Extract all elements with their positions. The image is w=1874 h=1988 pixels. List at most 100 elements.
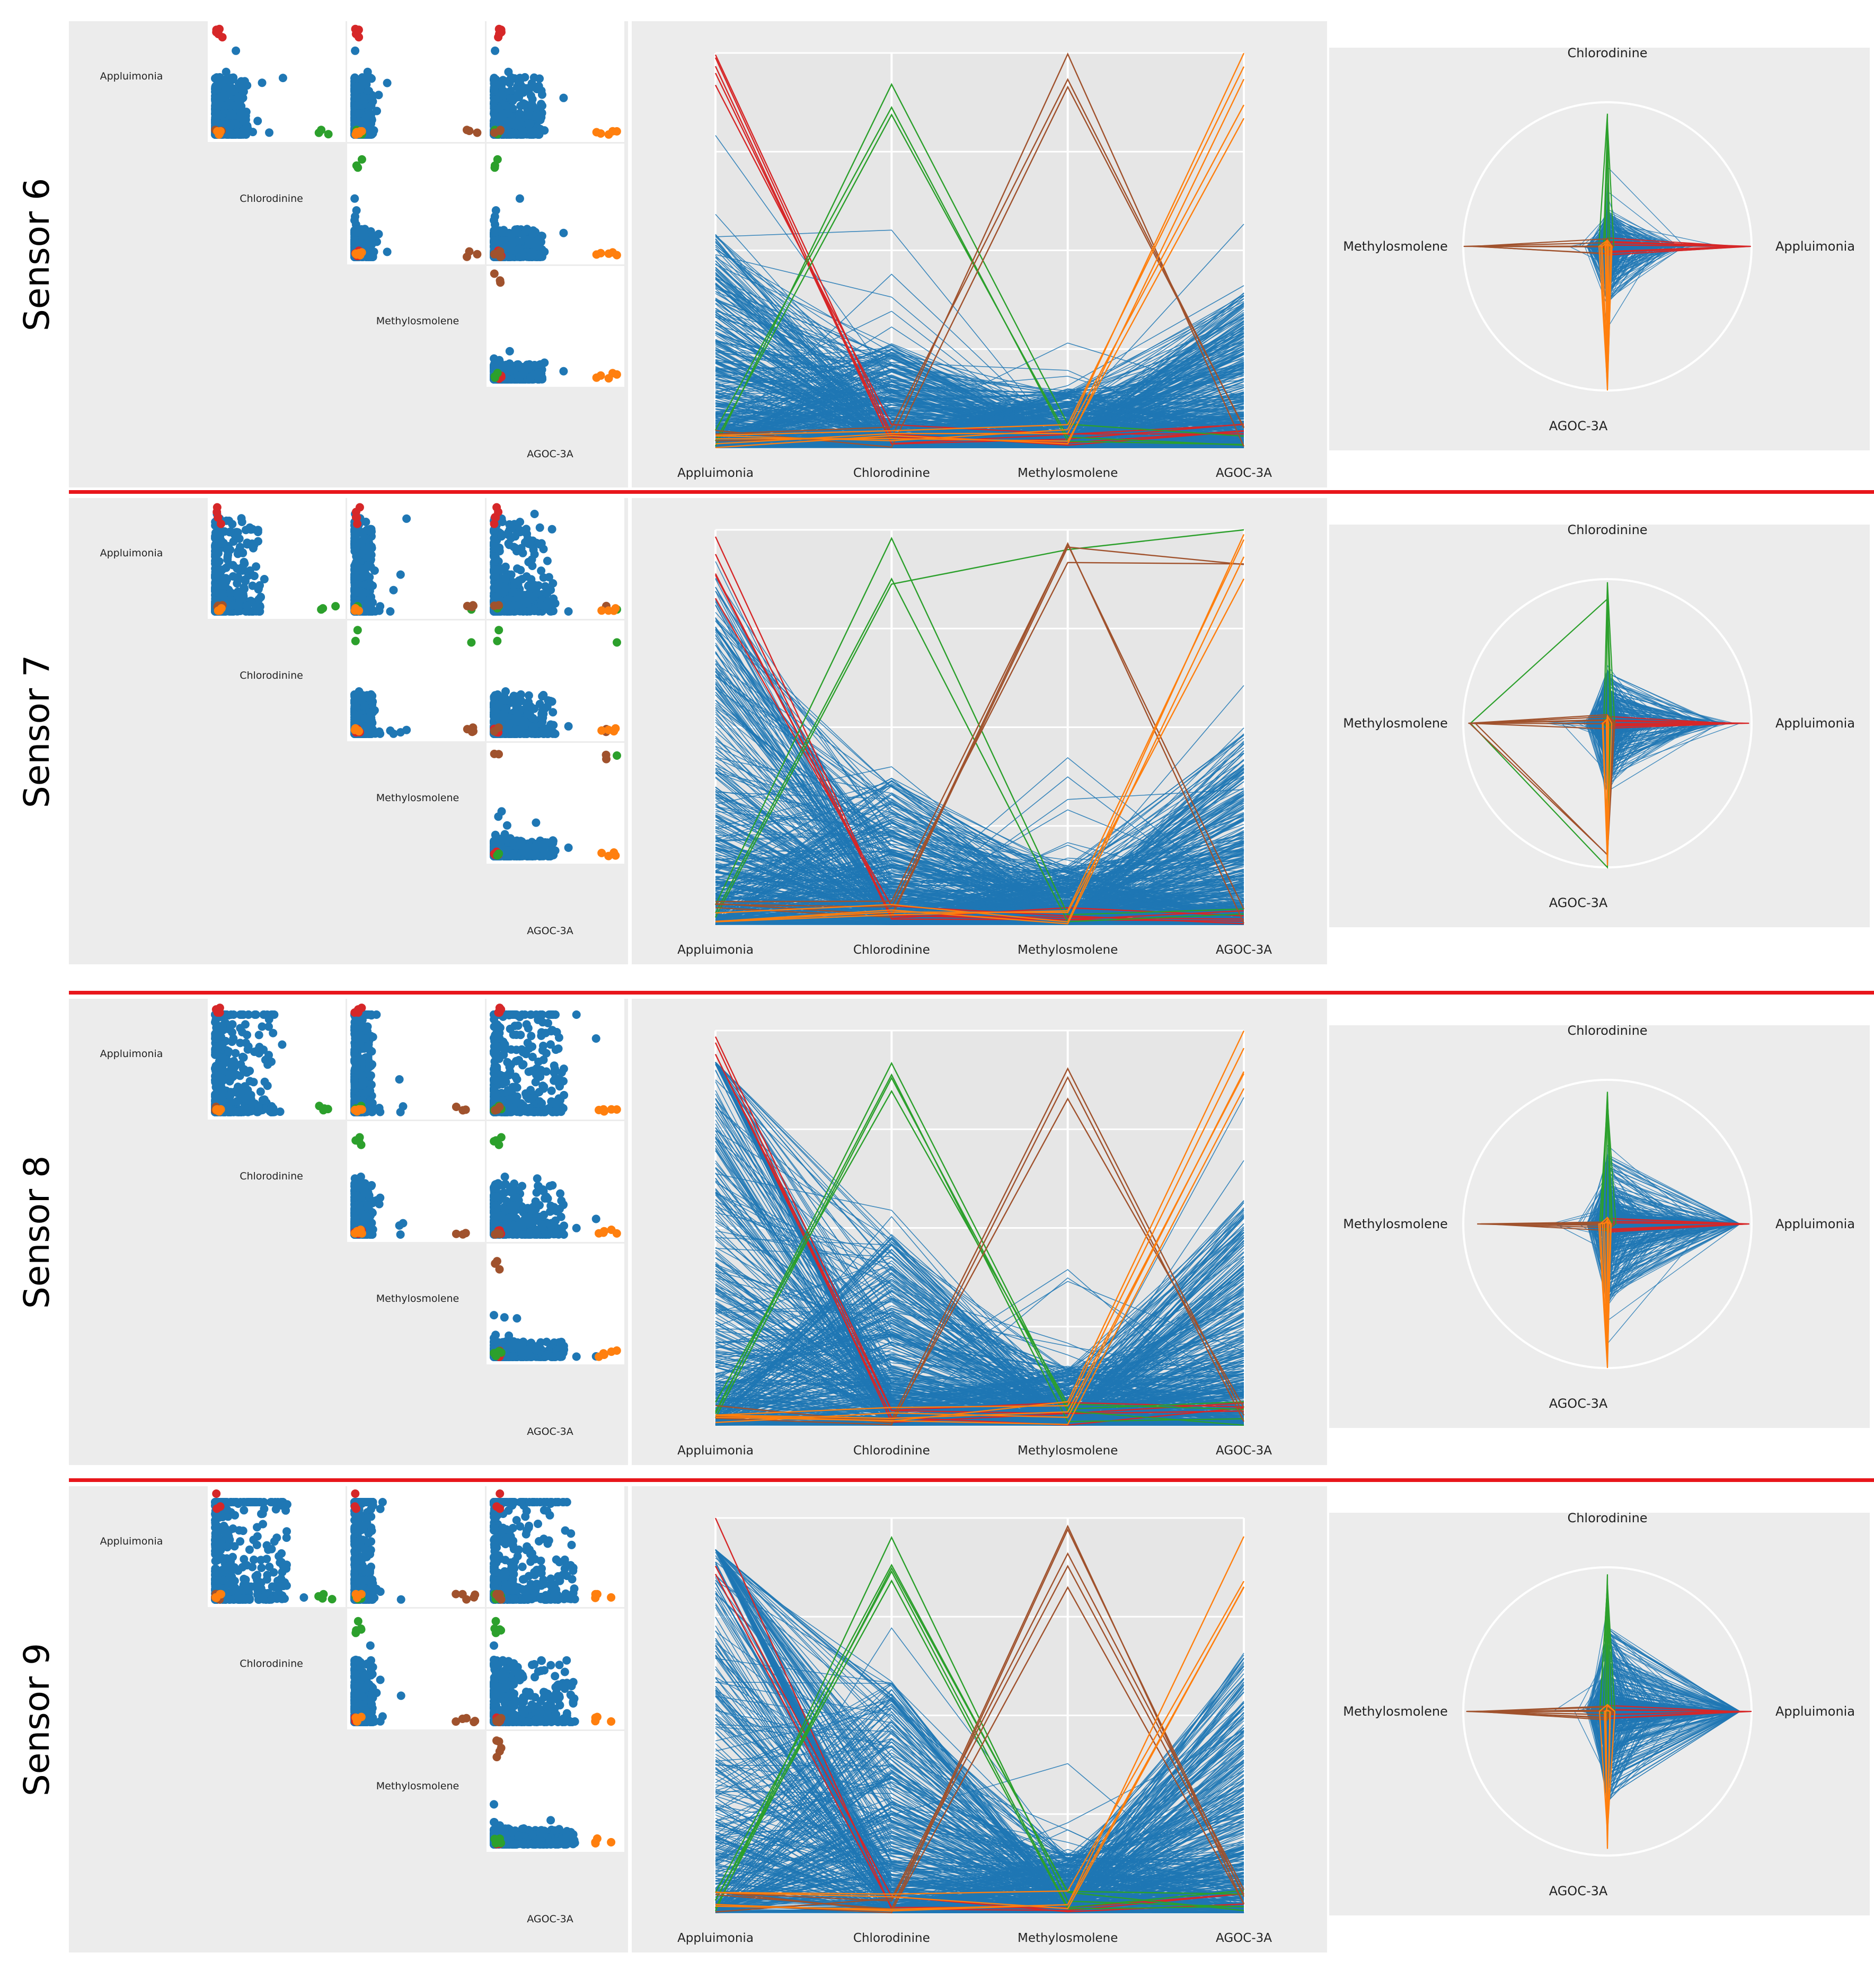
- pc-record-line: [715, 357, 1244, 447]
- pc-record-line: [714, 106, 1244, 446]
- scatter-point: [539, 545, 548, 554]
- scatter-point: [465, 247, 474, 256]
- scatter-point: [331, 602, 340, 611]
- scatter-point: [383, 78, 392, 87]
- pc-record-line: [714, 57, 1244, 445]
- scatter-point: [491, 513, 500, 522]
- scatter-point: [367, 101, 376, 110]
- scatter-point: [559, 93, 568, 102]
- scatter-point: [240, 117, 249, 126]
- scatter-point: [389, 585, 398, 594]
- scatter-point: [491, 543, 500, 552]
- scatter-point: [501, 101, 510, 110]
- pc-record-line: [715, 66, 1245, 436]
- scatter-point: [592, 128, 601, 137]
- scatter-point: [506, 86, 515, 95]
- scatter-point: [226, 111, 235, 120]
- scatter-point: [361, 73, 370, 82]
- scatter-point: [253, 117, 262, 126]
- scatter-diagonal-label: AGOC-3A: [527, 925, 573, 937]
- radar-axis-label: Appluimonia: [1775, 239, 1855, 254]
- scatter-point: [490, 373, 499, 382]
- sensor-row: Sensor 7 Appluimonia Chlorodinine Methylosm…: [0, 498, 1874, 964]
- scatter-cell: [347, 144, 485, 264]
- scatter-point: [508, 128, 516, 137]
- scatter-point: [353, 566, 362, 575]
- scatter-point: [505, 525, 514, 534]
- scatter-point: [520, 538, 529, 547]
- scatter-point: [354, 228, 363, 237]
- scatter-point: [211, 588, 220, 597]
- pc-record-line: [715, 428, 1244, 447]
- scatter-point: [490, 97, 499, 106]
- scatter-point: [222, 67, 231, 76]
- scatter-point: [490, 228, 499, 237]
- scatter-point: [539, 573, 548, 582]
- scatter-point: [356, 85, 365, 94]
- sensor-label-text: Sensor 6: [16, 178, 58, 331]
- scatter-point: [363, 543, 372, 552]
- pc-record-line: [714, 66, 1244, 445]
- scatter-point: [239, 87, 248, 96]
- scatter-point: [211, 118, 220, 126]
- scatter-cell: [487, 498, 624, 619]
- pc-axis-label: AGOC-3A: [1216, 466, 1272, 480]
- scatter-point: [350, 194, 359, 203]
- scatter-point: [356, 127, 365, 136]
- scatter-matrix-panel: Appluimonia Chlorodinine Methylosmolene AGO…: [69, 498, 628, 964]
- radar-axis-label: AGOC-3A: [1549, 419, 1608, 433]
- scatter-cell: [208, 21, 346, 142]
- scatter-point: [356, 251, 365, 260]
- pc-record-line: [715, 261, 1244, 442]
- scatter-point: [523, 599, 532, 608]
- scatter-point: [503, 109, 512, 118]
- scatter-point: [604, 374, 613, 383]
- scatter-point: [494, 601, 503, 610]
- scatter-point: [229, 87, 238, 96]
- scatter-cell: [487, 144, 624, 264]
- scatter-point: [353, 588, 362, 597]
- scatter-point: [524, 111, 533, 120]
- scatter-point: [213, 503, 222, 512]
- scatter-point: [226, 121, 235, 130]
- scatter-point: [319, 604, 328, 613]
- scatter-point: [490, 528, 499, 536]
- scatter-point: [498, 91, 507, 100]
- scatter-diagonal-label: Chlorodinine: [240, 193, 303, 205]
- scatter-point: [530, 240, 539, 249]
- scatter-point: [508, 96, 517, 105]
- scatter-point: [492, 503, 501, 512]
- scatter-point: [609, 606, 618, 615]
- scatter-point: [490, 236, 498, 245]
- pc-record-line: [715, 52, 1245, 442]
- scatter-point: [212, 566, 221, 575]
- scatter-point: [541, 582, 550, 591]
- scatter-point: [233, 549, 242, 558]
- scatter-point: [357, 239, 366, 248]
- scatter-point: [473, 250, 482, 259]
- scatter-point: [559, 228, 568, 237]
- scatter-point: [513, 228, 521, 237]
- scatter-point: [355, 606, 364, 615]
- scatter-point: [524, 557, 533, 566]
- scatter-point: [503, 252, 512, 261]
- radar-axis-label: Methylosmolene: [1343, 239, 1448, 254]
- scatter-point: [212, 85, 221, 94]
- scatter-point: [496, 127, 505, 135]
- scatter-point: [353, 28, 362, 37]
- scatter-point: [216, 531, 225, 540]
- scatter-point: [367, 240, 376, 249]
- scatter-point: [518, 127, 527, 136]
- scatter-cell: [347, 620, 485, 741]
- scatter-cell: [347, 21, 485, 142]
- scatter-point: [233, 587, 242, 596]
- scatter-point: [215, 73, 224, 82]
- scatter-point: [213, 127, 222, 136]
- scatter-point: [530, 510, 539, 518]
- scatter-point: [490, 269, 499, 278]
- pc-record-line: [715, 398, 1244, 427]
- scatter-point: [490, 85, 499, 94]
- scatter-point: [243, 601, 251, 610]
- scatter-point: [237, 518, 246, 526]
- scatter-point: [396, 570, 405, 579]
